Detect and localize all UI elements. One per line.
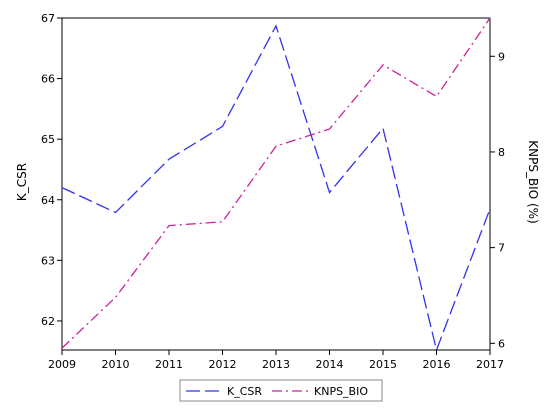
series-line-knps-bio [61, 17, 491, 349]
x-axis-tick-label: 2012 [209, 358, 237, 371]
left-axis-title: K_CSR [15, 163, 29, 201]
right-axis-tick-label: 9 [498, 50, 505, 63]
x-axis-tick-label: 2014 [316, 358, 344, 371]
x-axis-tick-label: 2017 [476, 358, 504, 371]
legend-label-knps-bio: KNPS_BIO [314, 385, 368, 398]
legend-label-k-csr: K_CSR [227, 385, 262, 398]
left-axis-tick-label: 66 [41, 73, 55, 86]
left-axis-tick-label: 62 [41, 315, 55, 328]
right-axis-title: KNPS_BIO (%) [526, 140, 540, 224]
left-axis-tick-label: 65 [41, 133, 55, 146]
series-line-k-csr [61, 24, 491, 353]
x-axis-tick-label: 2009 [48, 358, 76, 371]
right-axis-tick-label: 7 [498, 242, 505, 255]
x-axis-tick-label: 2016 [423, 358, 451, 371]
plot-area-frame [61, 17, 491, 351]
x-axis-tick-label: 2010 [102, 358, 130, 371]
legend: K_CSR KNPS_BIO [179, 379, 383, 402]
left-axis-tick-label: 67 [41, 12, 55, 25]
x-axis-tick-label: 2015 [369, 358, 397, 371]
right-axis-tick-label: 8 [498, 146, 505, 159]
left-axis-tick-label: 63 [41, 254, 55, 267]
left-axis-tick-label: 64 [41, 194, 55, 207]
right-axis-tick-label: 6 [498, 337, 505, 350]
x-axis-tick-label: 2013 [262, 358, 290, 371]
x-axis-tick-label: 2011 [155, 358, 183, 371]
